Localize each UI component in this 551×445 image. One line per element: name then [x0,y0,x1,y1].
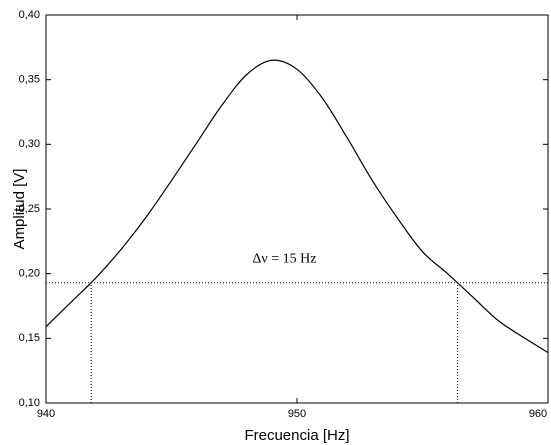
x-tick-label: 940 [37,408,55,420]
y-axis-label: Amplitud [V] [11,169,28,250]
y-tick-label: 0,15 [19,332,40,344]
annotation: Δν = 15 Hz [252,252,316,267]
line-series [45,59,549,354]
y-tick-label: 0,30 [19,138,40,150]
x-tick-label: 960 [529,408,547,420]
plot-frame [45,14,549,404]
x-tick-label: 950 [288,408,306,420]
y-tick-label: 0,25 [19,203,40,215]
y-tick-label: 0,35 [19,74,40,86]
y-tick-label: 0,10 [19,397,40,409]
x-axis-label: Frecuencia [Hz] [244,427,349,444]
y-tick-label: 0,20 [19,268,40,280]
y-tick-label: 0,40 [19,9,40,21]
